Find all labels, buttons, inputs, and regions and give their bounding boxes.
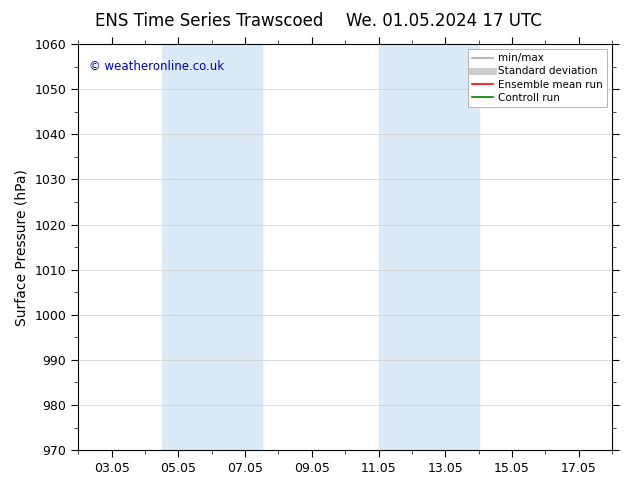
- Legend: min/max, Standard deviation, Ensemble mean run, Controll run: min/max, Standard deviation, Ensemble me…: [468, 49, 607, 107]
- Text: We. 01.05.2024 17 UTC: We. 01.05.2024 17 UTC: [346, 12, 541, 30]
- Text: ENS Time Series Trawscoed: ENS Time Series Trawscoed: [95, 12, 323, 30]
- Text: © weatheronline.co.uk: © weatheronline.co.uk: [89, 60, 224, 73]
- Bar: [162, 44, 262, 450]
- Y-axis label: Surface Pressure (hPa): Surface Pressure (hPa): [15, 169, 29, 325]
- Bar: [378, 44, 479, 450]
